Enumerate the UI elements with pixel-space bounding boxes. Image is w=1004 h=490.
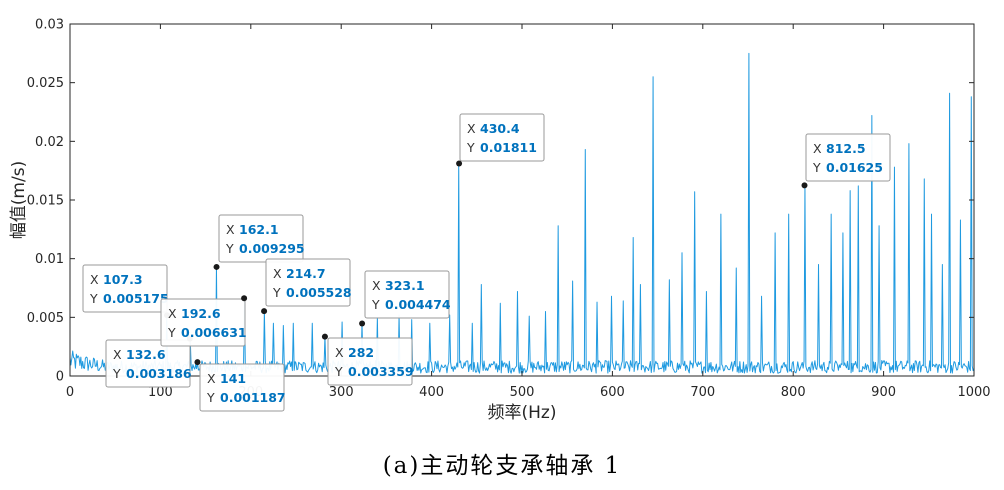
datatip-y-key: Y <box>272 285 281 300</box>
datatip-y-key: Y <box>112 366 121 381</box>
datatip: X 323.1 Y 0.004474 <box>359 270 451 327</box>
x-tick-label: 400 <box>419 385 444 400</box>
datatip-y-value: 0.01625 <box>826 160 883 175</box>
datatip-marker <box>801 182 808 189</box>
datatip-y-value: 0.006631 <box>181 325 247 340</box>
datatip-x-value: 162.1 <box>239 222 279 237</box>
datatip-x-key: X <box>90 272 99 287</box>
datatip-x-key: X <box>113 347 122 362</box>
datatip-x-key: X <box>273 266 282 281</box>
figure-caption: (a)主动轮支承轴承 1 <box>382 453 622 479</box>
x-tick-label: 300 <box>329 385 354 400</box>
datatip-x-value: 323.1 <box>385 278 425 293</box>
datatip-x-value: 214.7 <box>286 266 326 281</box>
datatip-x-key: X <box>207 371 216 386</box>
datatip-y-key: Y <box>466 140 475 155</box>
datatip-marker <box>213 263 220 270</box>
y-tick-label: 0.02 <box>35 135 64 150</box>
datatip: X 430.4 Y 0.01811 <box>456 113 545 167</box>
datatip-x-value: 282 <box>348 345 374 360</box>
datatip-x-key: X <box>467 121 476 136</box>
x-axis-label: 频率(Hz) <box>488 403 557 423</box>
y-tick-label: 0.005 <box>27 311 64 326</box>
datatip-marker <box>359 320 366 327</box>
datatip-x-key: X <box>372 278 381 293</box>
x-tick-label: 700 <box>690 385 715 400</box>
datatip-x-value: 812.5 <box>826 141 866 156</box>
datatip-y-key: Y <box>89 291 98 306</box>
x-tick-label: 1000 <box>957 385 990 400</box>
datatip-y-key: Y <box>812 160 821 175</box>
datatip: X 132.6 Y 0.003186 <box>105 335 193 388</box>
datatip: X 141 Y 0.001187 <box>194 359 286 412</box>
datatip-y-key: Y <box>371 297 380 312</box>
datatip-x-key: X <box>226 222 235 237</box>
datatip: X 812.5 Y 0.01625 <box>801 133 891 189</box>
datatip-y-key: Y <box>225 241 234 256</box>
datatip-box <box>364 270 450 319</box>
chart-svg: 0100200300400500600700800900100000.0050.… <box>9 18 991 424</box>
x-tick-label: 900 <box>871 385 896 400</box>
datatip-marker <box>321 333 328 340</box>
datatip-x-key: X <box>335 345 344 360</box>
datatip: X 214.7 Y 0.005528 <box>261 258 352 315</box>
y-tick-label: 0.03 <box>35 18 64 33</box>
datatip-marker <box>241 295 248 302</box>
datatip-box <box>459 113 545 162</box>
datatip-box <box>105 339 191 388</box>
datatip-y-value: 0.005528 <box>286 285 352 300</box>
datatip-x-value: 107.3 <box>103 272 143 287</box>
datatip-y-key: Y <box>206 390 215 405</box>
datatip-y-value: 0.005175 <box>103 291 169 306</box>
datatip-marker <box>194 359 201 366</box>
datatip-box <box>218 214 304 263</box>
datatip: X 107.3 Y 0.005175 <box>82 264 170 319</box>
datatip-y-value: 0.009295 <box>239 241 305 256</box>
datatip-x-value: 141 <box>220 371 246 386</box>
datatip-y-key: Y <box>167 325 176 340</box>
datatip-x-key: X <box>813 141 822 156</box>
datatip-box <box>805 133 891 182</box>
datatip-box <box>82 264 168 313</box>
datatip: X 192.6 Y 0.006631 <box>160 295 248 347</box>
datatip-box <box>327 337 413 386</box>
datatip-y-key: Y <box>334 364 343 379</box>
datatip-box <box>199 363 285 412</box>
y-tick-label: 0.015 <box>27 194 64 209</box>
y-tick-label: 0.025 <box>27 76 64 91</box>
datatip-box <box>160 298 246 347</box>
datatip: X 162.1 Y 0.009295 <box>213 214 305 270</box>
datatip-x-value: 192.6 <box>181 306 221 321</box>
datatip-x-value: 430.4 <box>480 121 520 136</box>
x-tick-label: 800 <box>781 385 806 400</box>
datatip-y-value: 0.003359 <box>348 364 414 379</box>
datatip-y-value: 0.01811 <box>480 140 537 155</box>
y-tick-label: 0 <box>56 370 64 385</box>
y-axis-label: 幅值(m/s) <box>9 161 29 239</box>
datatip-x-value: 132.6 <box>126 347 166 362</box>
datatip-box <box>265 258 351 307</box>
x-tick-label: 500 <box>510 385 535 400</box>
datatip-y-value: 0.001187 <box>220 390 286 405</box>
y-tick-label: 0.01 <box>35 252 64 267</box>
datatip-y-value: 0.004474 <box>385 297 451 312</box>
x-tick-label: 0 <box>66 385 74 400</box>
datatip-y-value: 0.003186 <box>126 366 192 381</box>
datatip-marker <box>456 160 463 167</box>
datatip-marker <box>261 308 268 315</box>
datatip-x-key: X <box>168 306 177 321</box>
x-tick-label: 100 <box>148 385 173 400</box>
x-tick-label: 600 <box>600 385 625 400</box>
datatip: X 282 Y 0.003359 <box>321 333 414 386</box>
